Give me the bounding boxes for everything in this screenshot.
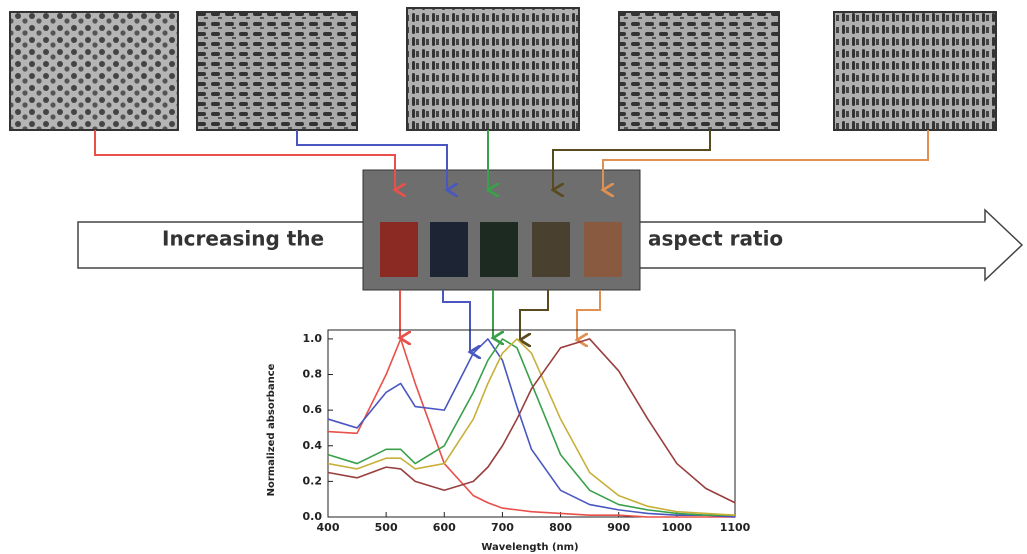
y-tick-label: 0.4 [303, 439, 323, 452]
plot-frame [327, 329, 736, 518]
vial [380, 222, 418, 277]
x-tick-label: 900 [607, 521, 630, 534]
spectrum-line [327, 338, 736, 518]
spectrum-line [327, 338, 735, 517]
x-tick-label: 400 [317, 521, 340, 534]
vial [532, 222, 570, 277]
y-tick-label: 0.8 [303, 368, 323, 381]
arrow-text: aspect ratio [648, 227, 783, 251]
connector [577, 290, 601, 340]
y-axis-label: Normalized absorbance [266, 363, 277, 496]
x-tick-label: 500 [375, 521, 398, 534]
y-tick-label: 0.2 [303, 474, 323, 487]
tem-image [406, 7, 580, 131]
x-tick-label: 800 [549, 521, 572, 534]
tem-image [618, 11, 780, 131]
connector [296, 130, 447, 190]
connector [442, 290, 470, 352]
connector [94, 130, 395, 190]
x-tick-label: 1100 [720, 521, 751, 534]
connector [520, 290, 549, 340]
y-tick-label: 1.0 [303, 332, 323, 345]
tem-image [196, 11, 358, 131]
connector [603, 130, 929, 190]
arrow-text: Increasing the [162, 227, 324, 251]
x-tick-label: 700 [491, 521, 514, 534]
x-tick-label: 1000 [662, 521, 693, 534]
y-tick-label: 0.6 [303, 403, 323, 416]
tem-image [833, 11, 997, 131]
spectrum-line [327, 338, 736, 517]
x-axis-label: Wavelength (nm) [481, 542, 578, 553]
x-tick-label: 600 [433, 521, 456, 534]
tem-images [9, 7, 997, 131]
vial [584, 222, 622, 277]
vials [362, 169, 641, 291]
vial [480, 222, 518, 277]
y-tick-label: 0.0 [303, 510, 323, 523]
vial [430, 222, 468, 277]
connectors [94, 130, 929, 352]
connector [553, 130, 711, 190]
spectrum-line [327, 338, 736, 504]
tem-image [9, 11, 179, 131]
spectrum-line [327, 338, 735, 518]
